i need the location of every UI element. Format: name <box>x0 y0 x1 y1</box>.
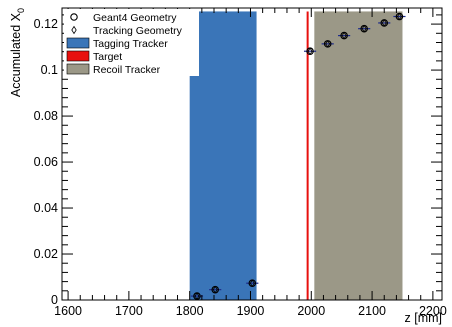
axes: 1600 1700 1800 1900 2000 2100 2200 0 0.02 0.04 0.0… <box>9 8 447 325</box>
x-tick-label: 2100 <box>358 304 386 318</box>
tracking-point <box>361 24 367 33</box>
legend-marker-diamond <box>71 25 77 35</box>
y-tick-label: 0.1 <box>41 63 58 77</box>
x-tick-label: 1700 <box>115 304 143 318</box>
tracking-point <box>307 47 313 55</box>
legend-label: Geant4 Geometry <box>93 12 177 24</box>
x-axis-title: z [mm] <box>405 311 443 325</box>
legend-swatch <box>66 50 90 62</box>
y-tick-label: 0 <box>51 293 58 307</box>
legend-label: Target <box>93 51 122 63</box>
x-tick-label: 2200 <box>419 304 447 318</box>
tracking-point <box>212 285 218 294</box>
points-layer <box>190 12 406 300</box>
y-tick-label: 0.06 <box>34 155 58 169</box>
tracking-point <box>325 40 331 48</box>
x-tick-label: 1900 <box>237 304 265 318</box>
plot-border <box>61 7 443 301</box>
y-axis-title: Accumulated X0 <box>9 8 26 97</box>
y-axis-title-main: Accumulated X <box>9 12 23 97</box>
legend-label: Recoil Tracker <box>93 64 161 76</box>
x-tick-label: 1600 <box>54 304 82 318</box>
tracking-point <box>341 31 347 40</box>
tracking-point <box>396 12 402 21</box>
tracking-point <box>381 19 387 27</box>
region-recoil-tracker <box>314 11 403 300</box>
tracking-point <box>249 279 255 287</box>
legend-swatch <box>66 63 90 75</box>
legend-label: Tagging Tracker <box>93 38 168 50</box>
y-tick-label: 0.08 <box>34 109 58 123</box>
legend-label: Tracking Geometry <box>93 25 183 37</box>
y-tick-label: 0.12 <box>34 17 58 31</box>
regions-layer <box>189 11 403 300</box>
legend-swatch <box>66 37 90 49</box>
x-tick-label: 1800 <box>176 304 204 318</box>
y-axis-title-subscript: 0 <box>16 8 26 13</box>
y-tick-label: 0.02 <box>34 247 58 261</box>
legend-marker-circle <box>70 13 78 21</box>
y-tick-label: 0.04 <box>34 201 58 215</box>
plot-frame <box>61 7 443 301</box>
tracking-point <box>194 292 200 300</box>
region-tagging-tracker <box>189 11 257 300</box>
x-tick-label: 2000 <box>297 304 325 318</box>
